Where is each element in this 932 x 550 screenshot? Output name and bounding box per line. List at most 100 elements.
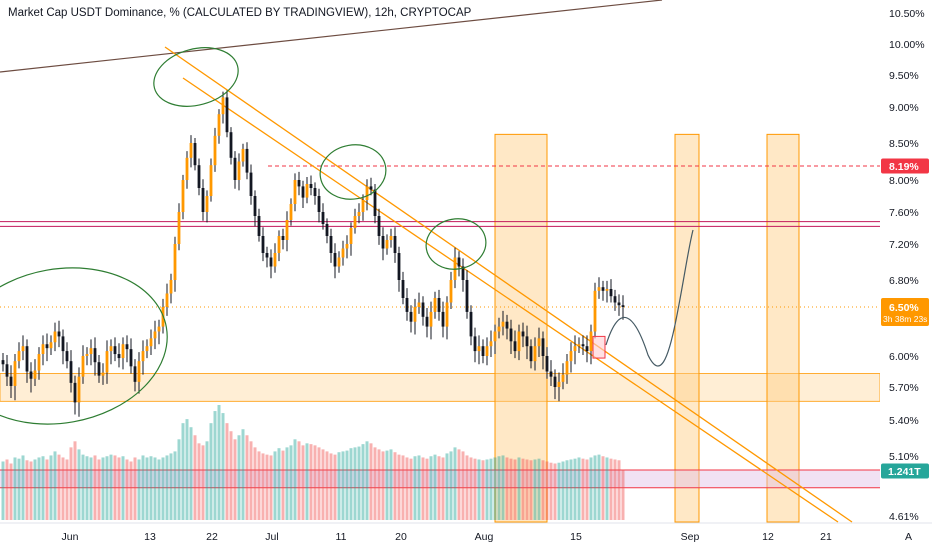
- volume-bar: [617, 460, 621, 520]
- x-tick-label: 11: [336, 531, 347, 543]
- candle-body: [481, 346, 485, 356]
- volume-bar: [365, 441, 369, 520]
- volume-bar: [361, 444, 365, 520]
- candle-body: [65, 351, 69, 362]
- volume-bar: [477, 459, 481, 520]
- volume-bar: [317, 447, 321, 520]
- candle-body: [97, 362, 101, 376]
- volume-bar: [609, 458, 613, 520]
- volume-bar: [173, 451, 177, 520]
- volume-bar: [433, 454, 437, 520]
- candle-body: [197, 165, 201, 188]
- candle-body: [313, 188, 317, 196]
- volume-bar: [577, 457, 581, 520]
- candle-body: [129, 349, 133, 367]
- candle-body: [69, 361, 73, 383]
- x-tick-label: 12: [762, 531, 774, 543]
- volume-bar: [149, 456, 153, 520]
- volume-bar: [157, 459, 161, 520]
- candle-body: [77, 376, 81, 403]
- volume-bar: [121, 456, 125, 520]
- candle-body: [477, 346, 481, 352]
- volume-bar: [65, 459, 69, 520]
- candle-body: [525, 336, 529, 347]
- volume-bar: [49, 455, 53, 520]
- volume-bar: [473, 458, 477, 520]
- countdown-label: 3h 38m 23s: [883, 314, 927, 324]
- price-axis-bg: [880, 0, 932, 550]
- candle-body: [201, 188, 205, 212]
- current-price-label: 6.50%: [889, 302, 919, 314]
- volume-bar: [345, 450, 349, 520]
- candle-body: [413, 307, 417, 322]
- projected-path: [605, 229, 694, 367]
- volume-bar: [285, 447, 289, 520]
- candle-body: [285, 220, 289, 240]
- currency-badge[interactable]: A: [905, 531, 912, 543]
- candle-body: [353, 216, 357, 228]
- volume-bar: [33, 459, 37, 520]
- volume-bar: [373, 447, 377, 520]
- candle-body: [29, 371, 33, 379]
- candle-body: [277, 236, 281, 253]
- volume-bar: [5, 459, 9, 520]
- candle-body: [489, 341, 493, 347]
- volume-bar: [281, 450, 285, 520]
- volume-bar: [81, 454, 85, 520]
- y-tick-label: 4.61%: [889, 511, 919, 523]
- volume-bar: [369, 443, 373, 520]
- candle-body: [109, 346, 113, 352]
- volume-bar: [45, 459, 49, 520]
- volume-price-tag: [881, 463, 929, 479]
- candle-body: [421, 302, 425, 317]
- candle-body: [533, 346, 537, 362]
- volume-bar: [25, 460, 29, 520]
- candle-body: [169, 280, 173, 294]
- volume-bar: [125, 459, 129, 520]
- volume-bar: [29, 461, 33, 520]
- candle-body: [45, 344, 49, 349]
- candle-body: [461, 266, 465, 280]
- candle-body: [81, 356, 85, 377]
- volume-bar: [393, 452, 397, 520]
- candle-body: [349, 228, 353, 244]
- volume-bar: [333, 454, 337, 520]
- volume-bar: [89, 457, 93, 520]
- volume-bar: [153, 457, 157, 520]
- candle-body: [237, 161, 241, 180]
- candle-body: [373, 189, 377, 216]
- candle-body: [329, 236, 333, 253]
- volume-bar: [225, 423, 229, 520]
- candle-body: [357, 212, 361, 216]
- volume-bar: [229, 431, 233, 520]
- volume-bar: [137, 459, 141, 520]
- candle-body: [269, 257, 273, 267]
- annotation-circle-2: [319, 144, 387, 200]
- candle-body: [341, 248, 345, 258]
- volume-bar: [217, 405, 221, 520]
- annotation-circle-4: [0, 267, 168, 425]
- volume-bar: [521, 458, 525, 520]
- volume-bar: [13, 457, 17, 520]
- candle-body: [101, 372, 105, 376]
- candle-body: [389, 236, 393, 240]
- volume-bar: [57, 454, 61, 520]
- volume-bar: [9, 463, 13, 520]
- candle-body: [85, 354, 89, 356]
- volume-bar: [181, 423, 185, 520]
- volume-bar: [349, 448, 353, 520]
- x-tick-label: 21: [820, 531, 832, 543]
- candle-body: [577, 344, 581, 347]
- candle-body: [605, 289, 609, 291]
- candle-body: [441, 311, 445, 327]
- volume-price-label: 1.241T: [888, 466, 921, 478]
- candle-body: [57, 331, 61, 337]
- candle-body: [249, 172, 253, 196]
- candle-body: [437, 298, 441, 312]
- volume-bar: [61, 457, 65, 520]
- volume-bar: [53, 451, 57, 520]
- candle-body: [185, 157, 189, 180]
- candle-body: [409, 311, 413, 322]
- candle-body: [233, 157, 237, 180]
